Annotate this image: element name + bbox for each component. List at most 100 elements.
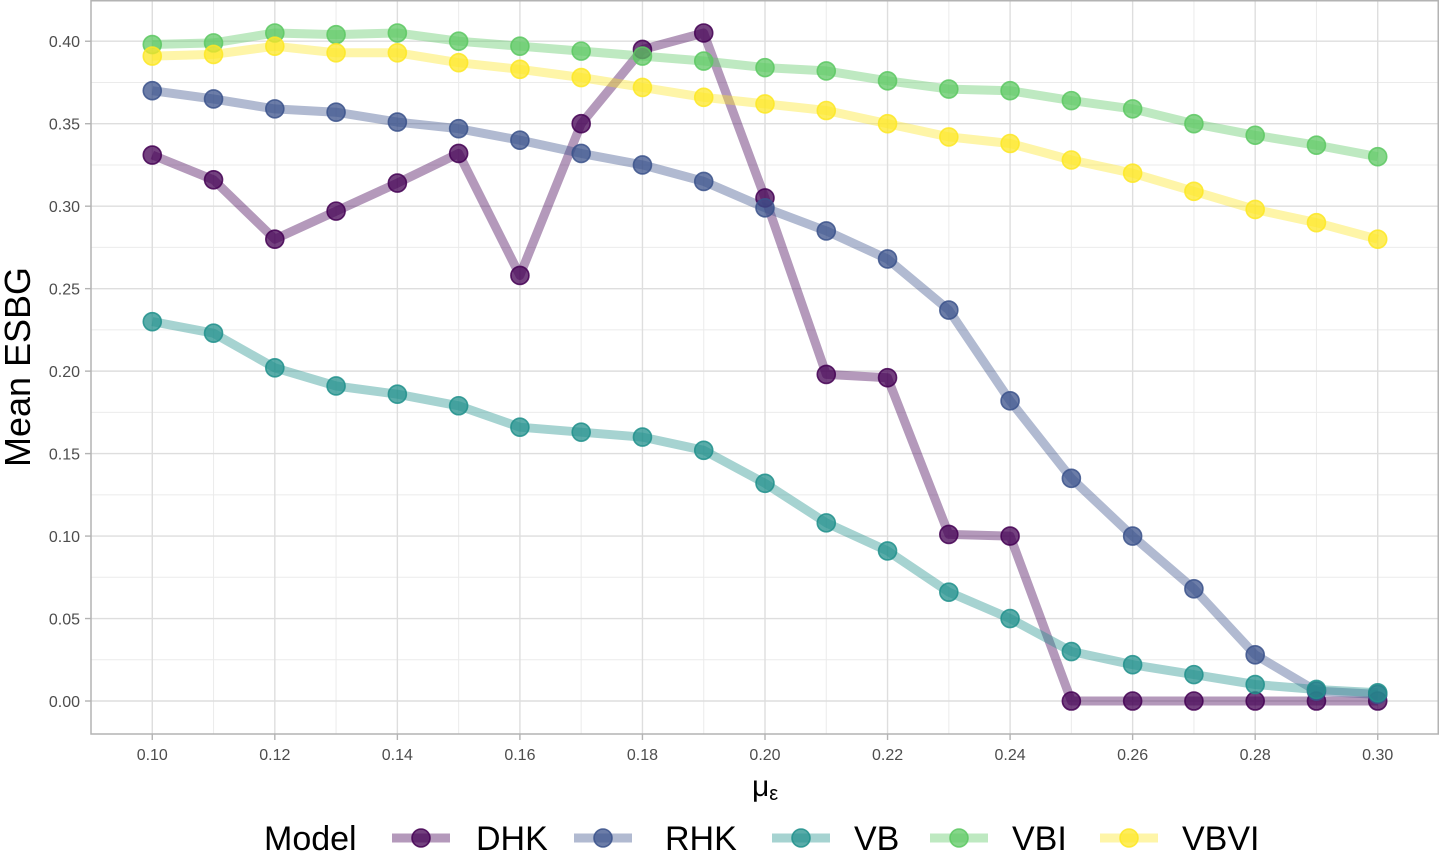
x-tick-label: 0.30	[1362, 747, 1393, 764]
legend-label-dhk: DHK	[476, 820, 548, 858]
data-point-dhk	[203, 169, 224, 190]
data-point-vbvi	[265, 36, 285, 56]
data-point-vbvi	[693, 87, 714, 108]
x-tick-label: 0.10	[137, 747, 168, 764]
data-point-vbi	[326, 24, 346, 45]
data-point-rhk	[1122, 526, 1143, 546]
data-point-vbi	[1306, 135, 1327, 155]
data-point-rhk	[203, 89, 224, 109]
series-points	[142, 23, 1388, 711]
data-point-vbi	[939, 79, 959, 99]
data-point-rhk	[1061, 468, 1082, 489]
legend-label-vbi: VBI	[1012, 820, 1067, 858]
legend-label-rhk: RHK	[665, 820, 737, 858]
x-axis-title: με	[752, 770, 778, 805]
data-point-rhk	[1245, 645, 1265, 665]
data-point-vbvi	[387, 42, 408, 63]
data-point-vbvi	[877, 113, 898, 134]
y-tick-label: 0.10	[49, 529, 80, 546]
data-point-vb	[632, 427, 653, 447]
legend-key-point-vbvi	[1119, 828, 1139, 848]
data-point-vbi	[632, 46, 653, 66]
data-point-rhk	[877, 249, 898, 269]
legend-key-point-vbi	[949, 828, 969, 848]
y-tick-label: 0.05	[49, 612, 80, 629]
data-point-vbi	[1367, 146, 1388, 167]
y-tick-label: 0.15	[49, 447, 80, 464]
data-point-vb	[1061, 641, 1082, 662]
x-tick-label: 0.16	[504, 747, 535, 764]
data-point-vbi	[510, 36, 530, 56]
data-point-vbvi	[1367, 229, 1388, 249]
data-point-rhk	[571, 143, 591, 164]
data-point-dhk	[693, 23, 714, 43]
data-point-rhk	[510, 130, 530, 151]
data-point-dhk	[939, 524, 959, 545]
legend-title: Model	[264, 820, 357, 858]
data-point-vb	[1306, 679, 1327, 700]
data-point-rhk	[1184, 579, 1204, 599]
y-tick-label: 0.30	[49, 199, 80, 216]
data-point-dhk	[877, 367, 898, 388]
data-point-vb	[203, 323, 224, 343]
legend: Model DHK RHK VB VBI VBVI	[264, 820, 1259, 858]
data-point-vbvi	[510, 59, 530, 80]
data-point-rhk	[755, 198, 775, 218]
data-point-vb	[1184, 664, 1204, 685]
legend-label-vb: VB	[854, 820, 899, 858]
data-point-vbi	[1245, 125, 1265, 146]
data-point-vb	[142, 311, 163, 332]
x-tick-label: 0.20	[749, 747, 780, 764]
data-point-vb	[510, 417, 530, 438]
x-tick-label: 0.14	[382, 747, 413, 764]
data-point-dhk	[265, 229, 285, 249]
data-point-vbi	[1122, 99, 1143, 119]
data-point-vbvi	[755, 94, 775, 114]
y-axis-ticks: 0.00 0.05 0.10 0.15 0.20 0.25 0.30 0.35 0.40	[49, 34, 91, 711]
legend-key-point-rhk	[593, 828, 613, 848]
data-point-vb	[755, 473, 775, 494]
data-point-vb	[693, 440, 714, 461]
x-tick-label: 0.22	[872, 747, 903, 764]
data-point-vb	[877, 541, 898, 561]
data-point-vbvi	[1245, 199, 1265, 220]
data-point-vbi	[877, 71, 898, 91]
data-point-rhk	[448, 118, 469, 139]
data-point-vbi	[1000, 80, 1020, 101]
data-point-rhk	[1000, 391, 1020, 411]
data-point-dhk	[571, 113, 591, 134]
data-point-vb	[816, 513, 837, 533]
data-point-vbvi	[448, 52, 469, 73]
data-point-dhk	[326, 201, 346, 221]
data-point-dhk	[1122, 691, 1143, 711]
y-tick-label: 0.00	[49, 694, 80, 711]
data-point-rhk	[142, 80, 163, 101]
data-point-vbi	[1184, 113, 1204, 134]
data-point-vb	[265, 358, 285, 378]
y-tick-label: 0.40	[49, 34, 80, 51]
y-axis-title: Mean ESBG	[0, 267, 38, 467]
data-point-vb	[939, 582, 959, 602]
x-axis-title-main: μ	[752, 770, 769, 803]
data-point-vb	[448, 395, 469, 416]
y-tick-label: 0.35	[49, 117, 80, 134]
legend-key-point-vb	[791, 828, 811, 848]
data-point-vb	[326, 376, 346, 396]
x-tick-label: 0.28	[1240, 747, 1271, 764]
data-point-vbvi	[142, 46, 163, 66]
data-point-vbi	[571, 41, 591, 61]
x-axis-ticks: 0.10 0.12 0.14 0.16 0.18 0.20 0.22 0.24 0.26 0.28…	[137, 734, 1393, 764]
x-tick-label: 0.26	[1117, 747, 1148, 764]
data-point-rhk	[387, 112, 408, 132]
data-point-rhk	[693, 171, 714, 192]
data-point-rhk	[265, 99, 285, 119]
data-point-dhk	[142, 145, 163, 165]
data-point-vb	[1122, 654, 1143, 675]
data-point-vb	[387, 384, 408, 405]
data-point-vbvi	[1184, 181, 1204, 202]
data-point-vbi	[693, 51, 714, 71]
data-point-vb	[1367, 682, 1388, 703]
data-point-rhk	[816, 221, 837, 241]
